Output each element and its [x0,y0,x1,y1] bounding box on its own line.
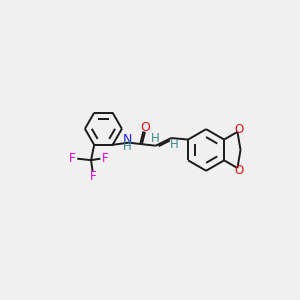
Text: O: O [140,121,150,134]
Text: N: N [123,133,132,146]
Text: H: H [151,132,159,145]
Text: F: F [69,152,76,165]
Text: O: O [234,164,244,177]
Text: H: H [123,140,132,153]
Text: H: H [170,138,178,151]
Text: O: O [234,123,244,136]
Text: F: F [90,170,97,183]
Text: F: F [102,152,108,165]
